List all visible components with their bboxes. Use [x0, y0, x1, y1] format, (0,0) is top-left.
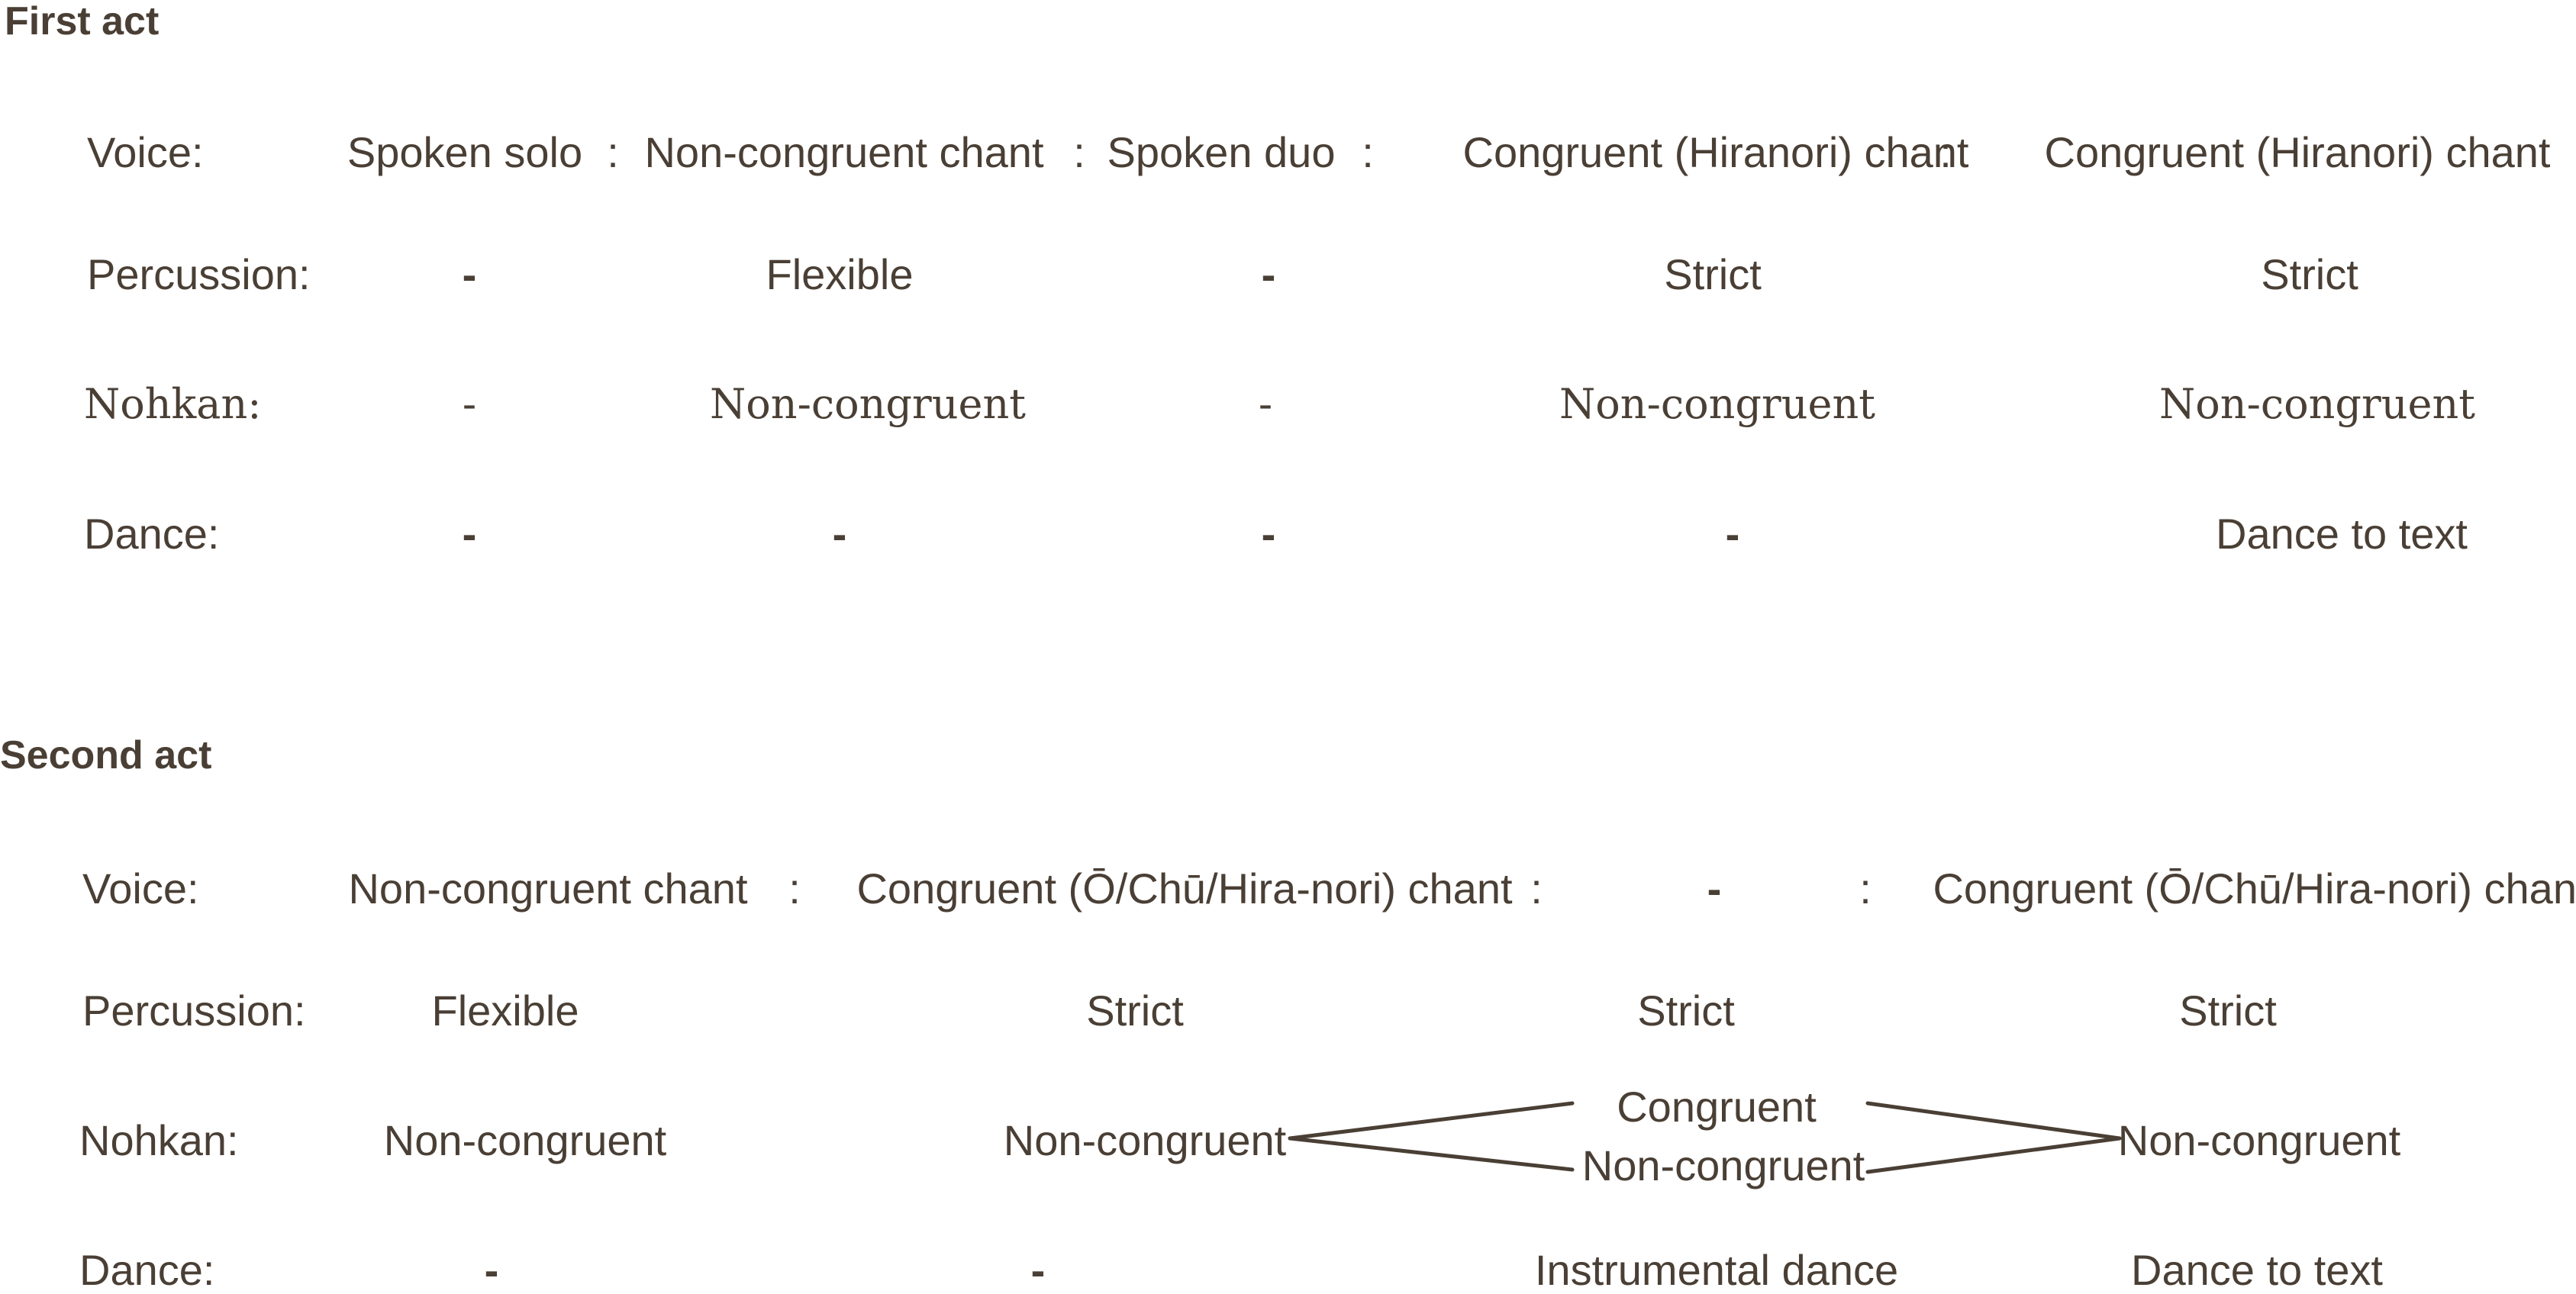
first-act-voice-separator-1: : — [607, 128, 619, 176]
second-act-voice-cell-1: Non-congruent chant — [348, 864, 748, 913]
branch-line-merge-upper — [1865, 1101, 2122, 1141]
first-act-nohkan-cell-4: Non-congruent — [1559, 380, 1875, 428]
first-act-percussion-label: Percussion: — [87, 250, 311, 298]
first-act-nohkan-cell-3: - — [1258, 380, 1273, 428]
first-act-percussion-cell-1: - — [462, 250, 477, 298]
first-act-nohkan-cell-5: Non-congruent — [2159, 380, 2475, 428]
first-act-dance-label: Dance: — [84, 510, 220, 558]
second-act-nohkan-cell-2: Non-congruent — [1003, 1116, 1287, 1164]
second-act-percussion-label: Percussion: — [82, 987, 306, 1035]
second-act-percussion-cell-3: Strict — [1637, 987, 1735, 1035]
second-act-voice-cell-3: - — [1707, 864, 1722, 913]
first-act-nohkan-cell-2: Non-congruent — [710, 380, 1026, 428]
second-act-voice-separator-1: : — [788, 864, 801, 913]
second-act-dance-label: Dance: — [79, 1246, 215, 1294]
second-act-nohkan-branch-lower: Non-congruent — [1581, 1141, 1865, 1189]
first-act-title: First act — [5, 0, 160, 43]
second-act-voice-cell-4: Congruent (Ō/Chū/Hira-nori) chant — [1933, 864, 2576, 913]
branch-line-merge-lower — [1865, 1136, 2122, 1174]
second-act-voice-separator-2: : — [1530, 864, 1543, 913]
second-act-nohkan-label: Nohkan: — [79, 1116, 239, 1164]
second-act-voice-separator-3: : — [1859, 864, 1872, 913]
first-act-voice-cell-3: Spoken duo — [1107, 128, 1336, 176]
second-act-nohkan-branch-upper: Congruent — [1617, 1083, 1817, 1131]
first-act-percussion-cell-3: - — [1261, 250, 1276, 298]
branch-line-split-lower — [1288, 1136, 1575, 1172]
first-act-voice-cell-5: Congruent (Hiranori) chant — [2044, 128, 2551, 176]
first-act-nohkan-label: Nohkan: — [84, 380, 262, 428]
first-act-dance-cell-1: - — [462, 510, 477, 558]
first-act-dance-cell-3: - — [1261, 510, 1276, 558]
second-act-dance-cell-2: - — [1030, 1246, 1046, 1294]
second-act-dance-cell-3: Instrumental dance — [1534, 1246, 1899, 1294]
second-act-voice-cell-2: Congruent (Ō/Chū/Hira-nori) chant — [856, 864, 1513, 913]
second-act-nohkan-cell-1: Non-congruent — [383, 1116, 667, 1164]
first-act-percussion-cell-2: Flexible — [766, 250, 914, 298]
branch-line-split-upper — [1288, 1101, 1575, 1141]
second-act-percussion-cell-4: Strict — [2179, 987, 2277, 1035]
first-act-percussion-cell-5: Strict — [2261, 250, 2358, 298]
first-act-voice-separator-3: : — [1362, 128, 1374, 176]
second-act-percussion-cell-2: Strict — [1086, 987, 1184, 1035]
first-act-voice-separator-2: : — [1073, 128, 1085, 176]
first-act-nohkan-cell-1: - — [462, 380, 477, 428]
first-act-voice-cell-4: Congruent (Hiranori) chant — [1462, 128, 1969, 176]
second-act-nohkan-cell-4: Non-congruent — [2117, 1116, 2401, 1164]
first-act-dance-cell-5: Dance to text — [2216, 510, 2468, 558]
first-act-dance-cell-2: - — [832, 510, 847, 558]
second-act-voice-label: Voice: — [82, 864, 199, 913]
second-act-dance-cell-1: - — [484, 1246, 499, 1294]
first-act-voice-separator-4: : — [1939, 128, 1952, 176]
first-act-voice-cell-1: Spoken solo — [347, 128, 583, 176]
first-act-percussion-cell-4: Strict — [1664, 250, 1762, 298]
second-act-dance-cell-4: Dance to text — [2131, 1246, 2383, 1294]
first-act-voice-label: Voice: — [87, 128, 204, 176]
first-act-dance-cell-4: - — [1725, 510, 1740, 558]
second-act-title: Second act — [0, 733, 212, 777]
second-act-percussion-cell-1: Flexible — [431, 987, 579, 1035]
first-act-voice-cell-2: Non-congruent chant — [644, 128, 1044, 176]
